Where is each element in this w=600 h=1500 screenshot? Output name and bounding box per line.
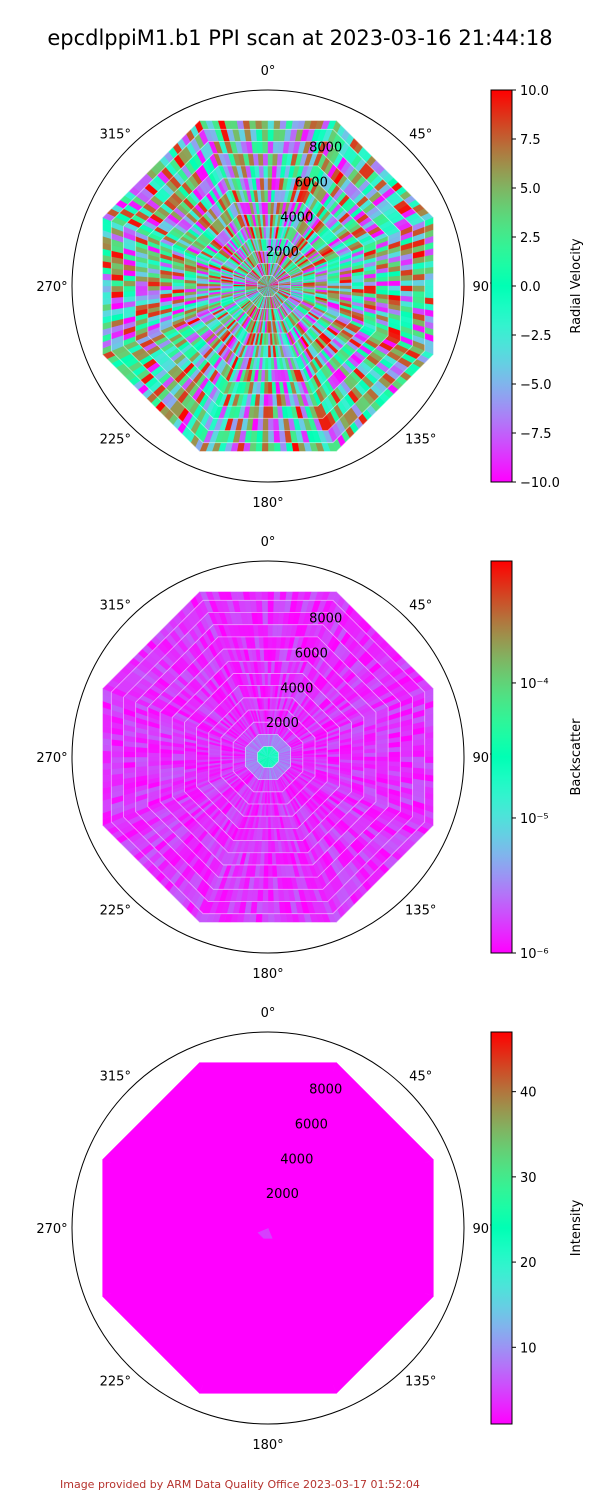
polar-panel-1: 0°45°90°135°180°225°270°315°200040006000… [36, 64, 584, 511]
colorbar-tick-label: −10.0 [520, 476, 560, 491]
theta-tick-label: 45° [409, 127, 432, 142]
radial-tick-label: 2000 [266, 245, 299, 260]
theta-tick-label: 135° [405, 904, 436, 919]
colorbar-tick-label: 10.0 [520, 84, 549, 99]
ppi-ring-edge [123, 141, 413, 431]
radial-tick-label: 6000 [295, 176, 328, 191]
radial-tick-label: 8000 [309, 141, 342, 156]
theta-tick-label: 135° [405, 433, 436, 448]
polar-panel-2: 0°45°90°135°180°225°270°315°200040006000… [36, 535, 584, 982]
ppi-ring-edge [147, 165, 389, 407]
theta-tick-label: 0° [261, 64, 276, 79]
theta-tick-label: 180° [252, 967, 283, 982]
theta-tick-label: 0° [261, 535, 276, 550]
colorbar-tick-label: 7.5 [520, 133, 541, 148]
colorbar-tick-label: −2.5 [520, 329, 552, 344]
colorbar-label: Radial Velocity [569, 238, 584, 334]
colorbar [490, 89, 513, 483]
theta-tick-label: 315° [100, 127, 131, 142]
ppi-ring-edge [135, 153, 401, 419]
theta-tick-label: 225° [100, 904, 131, 919]
theta-tick-label: 270° [36, 280, 67, 295]
colorbar-tick-label: 5.0 [520, 182, 541, 197]
figure-title: epcdlppiM1.b1 PPI scan at 2023-03-16 21:… [47, 26, 553, 50]
theta-tick-label: 45° [409, 598, 432, 613]
colorbar-tick-label: 0.0 [520, 280, 541, 295]
radial-tick-label: 4000 [280, 210, 313, 225]
ppi-ring-edge [102, 120, 434, 452]
colorbar-tick-label: −5.0 [520, 378, 552, 393]
ppi-ring-edge [110, 128, 426, 444]
colorbar-tick-label: 2.5 [520, 231, 541, 246]
colorbar-tick-label: −7.5 [520, 427, 552, 442]
theta-tick-label: 225° [100, 433, 131, 448]
theta-tick-label: 180° [252, 496, 283, 511]
